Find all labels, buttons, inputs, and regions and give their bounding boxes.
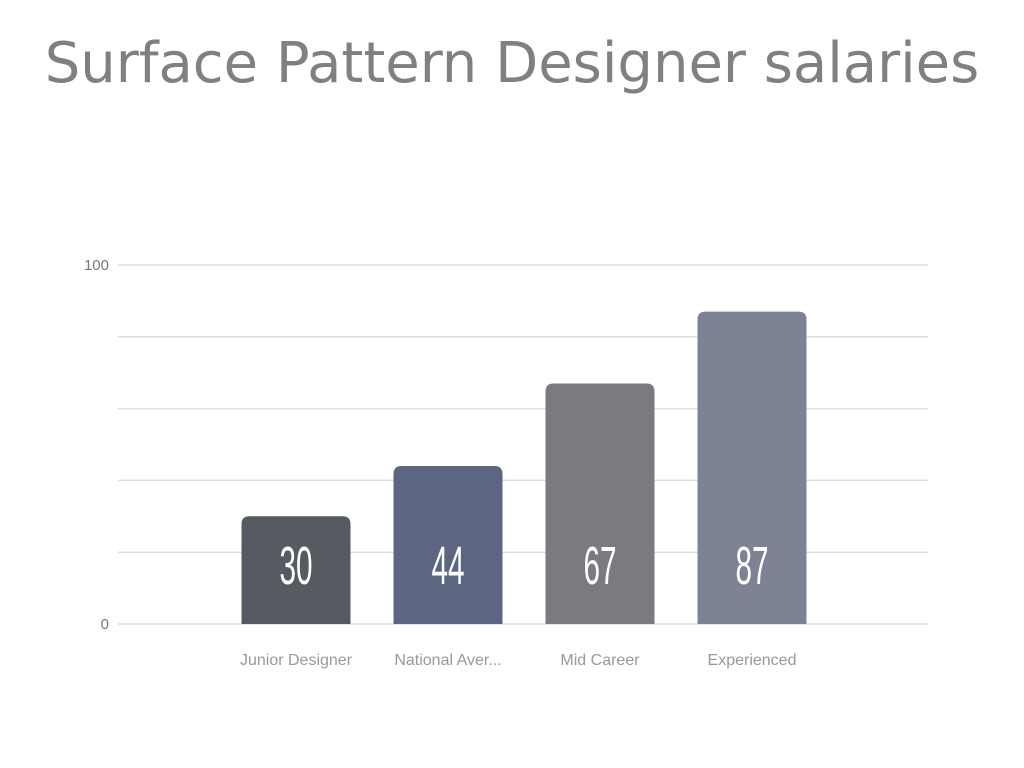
y-tick-label: 100 xyxy=(84,257,109,274)
category-label: Junior Designer xyxy=(240,652,353,669)
bars: 30 44 67 87 xyxy=(241,311,807,624)
bar-value-label: 87 xyxy=(735,537,768,596)
x-axis-labels: Junior Designer National Aver... Mid Caree… xyxy=(240,652,797,669)
bar-value-label: 30 xyxy=(279,537,312,596)
y-tick-label: 0 xyxy=(101,616,109,633)
category-label: Experienced xyxy=(708,652,797,669)
category-label: Mid Career xyxy=(560,652,640,669)
bar xyxy=(545,383,655,624)
category-label: National Aver... xyxy=(394,652,501,669)
bar-value-label: 44 xyxy=(431,537,464,596)
bar-value-label: 67 xyxy=(583,537,616,596)
y-axis-ticks: 0 100 xyxy=(84,257,109,633)
bar xyxy=(241,516,351,624)
bar xyxy=(393,466,503,624)
bar xyxy=(697,311,807,624)
chart-title: Surface Pattern Designer salaries xyxy=(44,31,980,96)
